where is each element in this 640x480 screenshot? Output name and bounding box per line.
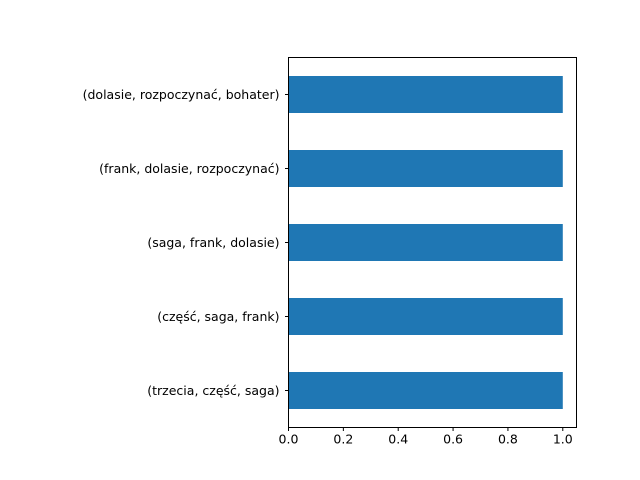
bar [288,372,563,409]
plot-frame [288,57,577,428]
y-tick-label: (część, saga, frank) [157,309,279,324]
y-axis-ticks: (dolasie, rozpoczynać, bohater) (frank, d… [83,87,289,398]
bars-group [288,76,563,409]
y-tick-label: (trzecia, część, saga) [147,383,279,398]
x-tick-label: 0.2 [333,432,353,447]
bar [288,298,563,335]
bar [288,150,563,187]
x-tick-label: 0.8 [498,432,518,447]
x-tick-label: 0.6 [443,432,463,447]
y-tick-label: (frank, dolasie, rozpoczynać) [99,161,279,176]
x-tick-label: 0.4 [388,432,408,447]
x-tick-label: 0.0 [279,432,299,447]
y-tick-label: (dolasie, rozpoczynać, bohater) [83,87,280,102]
x-axis-ticks: 0.0 0.2 0.4 0.6 0.8 1.0 [279,427,573,447]
bar [288,224,563,261]
y-tick-label: (saga, frank, dolasie) [147,235,279,250]
bar [288,76,563,113]
x-tick-label: 1.0 [553,432,573,447]
